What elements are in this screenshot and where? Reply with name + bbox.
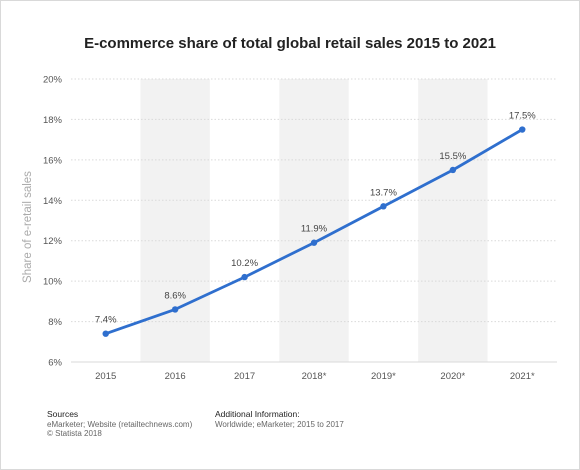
data-point (310, 239, 318, 246)
background-band (418, 79, 488, 362)
data-label: 7.4% (95, 315, 117, 326)
background-bands (140, 79, 488, 362)
y-tick-label: 16% (43, 155, 63, 166)
data-point (102, 330, 109, 337)
line-chart: 6% 8% 10% 12% 14% 16% 18% 20% 2015 2016 2017 2018*… (22, 75, 557, 382)
x-tick-label: 2020* (440, 371, 465, 382)
data-label: 11.9% (301, 224, 328, 235)
x-tick-label: 2021* (510, 371, 535, 382)
data-series (102, 126, 526, 337)
sources-heading: Sources (47, 409, 79, 419)
additional-info-block: Additional Information: Worldwide; eMark… (215, 409, 344, 429)
data-point (519, 126, 526, 133)
y-tick-label: 6% (48, 358, 62, 369)
data-label: 15.5% (439, 151, 466, 162)
chart-title: E-commerce share of total global retail … (84, 35, 496, 52)
x-tick-label: 2018* (302, 371, 327, 382)
background-band (279, 79, 349, 362)
sources-block: Sources eMarketer; Website (retailtechne… (47, 409, 193, 439)
data-label: 13.7% (370, 187, 397, 198)
additional-info-heading: Additional Information: (215, 409, 300, 419)
data-label: 8.6% (164, 290, 186, 301)
data-label: 17.5% (509, 111, 536, 122)
data-point (171, 306, 179, 313)
y-tick-label: 18% (43, 115, 63, 126)
x-tick-label: 2016 (165, 371, 186, 382)
y-axis-ticks: 6% 8% 10% 12% 14% 16% 18% 20% (43, 75, 63, 369)
y-tick-label: 14% (43, 196, 63, 207)
additional-info-text: Worldwide; eMarketer; 2015 to 2017 (215, 419, 344, 429)
y-tick-label: 8% (48, 317, 62, 328)
background-band (140, 79, 210, 362)
x-tick-label: 2015 (95, 371, 116, 382)
data-label: 10.2% (231, 258, 258, 269)
data-point (241, 273, 248, 281)
y-tick-label: 12% (43, 236, 63, 247)
data-labels: 7.4% 8.6% 10.2% 11.9% 13.7% 15.5% 17.5% (95, 111, 536, 326)
x-tick-label: 2017 (234, 371, 255, 382)
x-axis-ticks: 2015 2016 2017 2018* 2019* 2020* 2021* (95, 371, 535, 382)
y-axis-label: Share of e-retail sales (22, 171, 34, 283)
copyright-text: © Statista 2018 (47, 429, 102, 438)
x-tick-label: 2019* (371, 371, 396, 382)
y-tick-label: 20% (43, 75, 63, 86)
data-point (380, 203, 387, 210)
y-tick-label: 10% (43, 277, 63, 288)
sources-text: eMarketer; Website (retailtechnews.com) (47, 419, 193, 429)
data-point (449, 166, 457, 174)
